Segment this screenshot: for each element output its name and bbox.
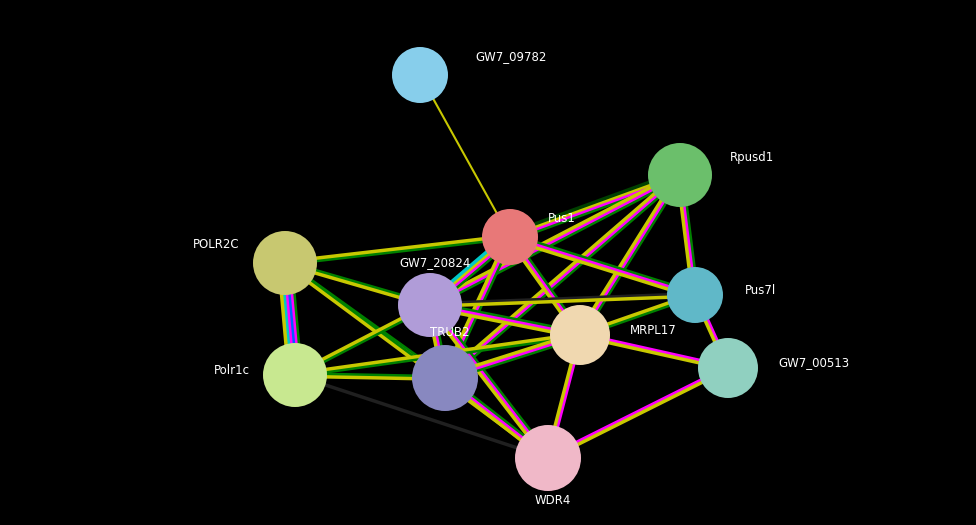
Text: GW7_00513: GW7_00513 — [778, 356, 849, 370]
Circle shape — [412, 345, 478, 411]
Circle shape — [253, 231, 317, 295]
Circle shape — [482, 209, 538, 265]
Text: Rpusd1: Rpusd1 — [730, 151, 774, 163]
Circle shape — [392, 47, 448, 103]
Circle shape — [515, 425, 581, 491]
Circle shape — [398, 273, 462, 337]
Text: TRUB2: TRUB2 — [430, 327, 469, 340]
Circle shape — [698, 338, 758, 398]
Circle shape — [648, 143, 712, 207]
Text: POLR2C: POLR2C — [193, 238, 240, 251]
Text: Pus1: Pus1 — [548, 213, 576, 226]
Text: MRPL17: MRPL17 — [630, 323, 676, 337]
Circle shape — [667, 267, 723, 323]
Text: GW7_20824: GW7_20824 — [399, 257, 470, 269]
Text: Pus7l: Pus7l — [745, 284, 776, 297]
Text: GW7_09782: GW7_09782 — [475, 50, 547, 64]
Circle shape — [550, 305, 610, 365]
Text: Polr1c: Polr1c — [214, 363, 250, 376]
Circle shape — [263, 343, 327, 407]
Text: WDR4: WDR4 — [535, 495, 571, 508]
